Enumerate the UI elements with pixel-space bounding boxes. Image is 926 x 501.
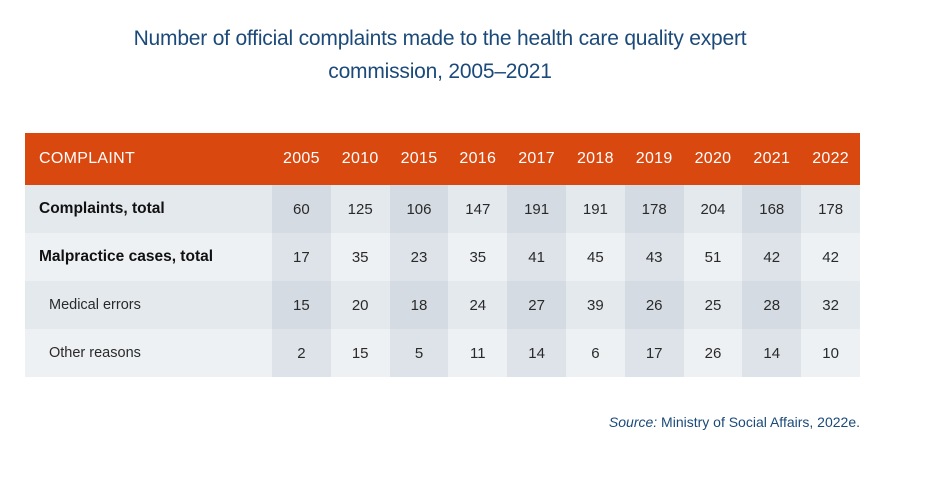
- row-label: Medical errors: [25, 281, 272, 329]
- header-year: 2020: [683, 133, 743, 185]
- source-text: Ministry of Social Affairs, 2022e.: [657, 414, 860, 430]
- cell-value: 26: [683, 329, 743, 377]
- cell-value: 125: [330, 185, 390, 233]
- header-year: 2019: [624, 133, 684, 185]
- cell-value: 60: [272, 185, 331, 233]
- header-year: 2017: [507, 133, 566, 185]
- source-prefix: Source:: [608, 414, 658, 430]
- cell-value: 28: [742, 281, 802, 329]
- cell-value: 17: [624, 329, 684, 377]
- cell-value: 2: [272, 329, 331, 377]
- header-year: 2005: [272, 133, 331, 185]
- cell-value: 20: [330, 281, 390, 329]
- cell-value: 178: [624, 185, 684, 233]
- header-year: 2022: [801, 133, 860, 185]
- table-row: Other reasons 2 15 5 11 14 6 17 26 14 10: [25, 329, 860, 377]
- cell-value: 18: [389, 281, 449, 329]
- cell-value: 191: [565, 185, 625, 233]
- cell-value: 51: [683, 233, 743, 281]
- row-label: Malpractice cases, total: [25, 233, 272, 281]
- cell-value: 5: [389, 329, 449, 377]
- header-year: 2010: [330, 133, 390, 185]
- header-year: 2016: [448, 133, 508, 185]
- header-complaint: COMPLAINT: [25, 133, 272, 185]
- cell-value: 25: [683, 281, 743, 329]
- cell-value: 147: [448, 185, 508, 233]
- header-year: 2021: [742, 133, 802, 185]
- cell-value: 15: [330, 329, 390, 377]
- cell-value: 27: [507, 281, 566, 329]
- header-year: 2015: [389, 133, 449, 185]
- cell-value: 26: [624, 281, 684, 329]
- cell-value: 10: [801, 329, 860, 377]
- table-row: Complaints, total 60 125 106 147 191 191…: [25, 185, 860, 233]
- row-label: Complaints, total: [25, 185, 272, 233]
- header-year: 2018: [565, 133, 625, 185]
- cell-value: 35: [330, 233, 390, 281]
- cell-value: 41: [507, 233, 566, 281]
- source-note: Source: Ministry of Social Affairs, 2022…: [609, 414, 860, 430]
- cell-value: 191: [507, 185, 566, 233]
- title-line-1: Number of official complaints made to th…: [133, 27, 747, 50]
- cell-value: 178: [801, 185, 860, 233]
- cell-value: 24: [448, 281, 508, 329]
- cell-value: 43: [624, 233, 684, 281]
- cell-value: 14: [507, 329, 566, 377]
- complaints-table: COMPLAINT 2005 2010 2015 2016 2017 2018 …: [25, 133, 860, 377]
- title-line-2: commission, 2005–2021: [328, 60, 552, 83]
- cell-value: 45: [565, 233, 625, 281]
- cell-value: 39: [565, 281, 625, 329]
- row-label: Other reasons: [25, 329, 272, 377]
- cell-value: 14: [742, 329, 802, 377]
- cell-value: 35: [448, 233, 508, 281]
- cell-value: 168: [742, 185, 802, 233]
- table-row: Malpractice cases, total 17 35 23 35 41 …: [25, 233, 860, 281]
- cell-value: 23: [389, 233, 449, 281]
- cell-value: 42: [801, 233, 860, 281]
- cell-value: 106: [389, 185, 449, 233]
- table-row: Medical errors 15 20 18 24 27 39 26 25 2…: [25, 281, 860, 329]
- cell-value: 11: [448, 329, 508, 377]
- cell-value: 6: [565, 329, 625, 377]
- cell-value: 17: [272, 233, 331, 281]
- cell-value: 32: [801, 281, 860, 329]
- cell-value: 204: [683, 185, 743, 233]
- header-row: COMPLAINT 2005 2010 2015 2016 2017 2018 …: [25, 133, 860, 185]
- cell-value: 15: [272, 281, 331, 329]
- cell-value: 42: [742, 233, 802, 281]
- table-title: Number of official complaints made to th…: [60, 22, 820, 88]
